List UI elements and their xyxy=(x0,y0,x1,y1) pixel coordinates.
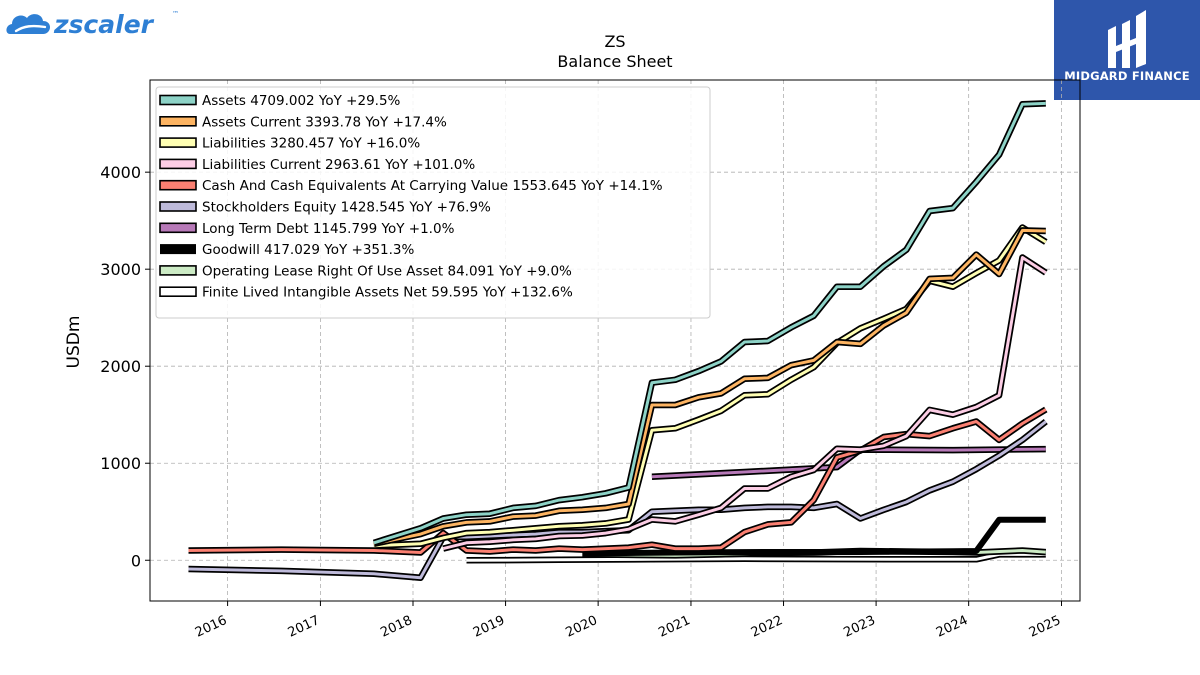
series-line xyxy=(373,228,1046,546)
legend-swatch xyxy=(159,158,197,170)
x-tick-label: 2017 xyxy=(286,613,322,641)
zscaler-logo: zscaler ™ xyxy=(4,4,180,44)
legend-swatch xyxy=(159,94,197,106)
legend-label: Stockholders Equity 1428.545 YoY +76.9% xyxy=(202,200,491,216)
legend-label: Operating Lease Right Of Use Asset 84.09… xyxy=(202,263,572,279)
legend-swatch xyxy=(160,244,196,255)
legend-label: Goodwill 417.029 YoY +351.3% xyxy=(202,242,414,258)
legend-label: Assets 4709.002 YoY +29.5% xyxy=(202,93,401,109)
series-line xyxy=(442,256,1047,551)
y-tick-label: 1000 xyxy=(100,454,141,473)
legend: Assets 4709.002 YoY +29.5% Assets Current… xyxy=(155,86,711,319)
series-line xyxy=(188,408,1047,554)
series-line xyxy=(582,516,1046,557)
legend-label: Finite Lived Intangible Assets Net 59.59… xyxy=(202,285,573,301)
x-tick-label: 2022 xyxy=(749,613,785,641)
series-line xyxy=(373,101,1046,545)
chart-title: ZS xyxy=(604,32,625,51)
y-tick-label: 4000 xyxy=(100,163,141,182)
trademark-text: ™ xyxy=(172,10,179,18)
x-tick-label: 2021 xyxy=(656,613,692,641)
x-tick-label: 2023 xyxy=(841,613,877,641)
y-axis-label: USDm xyxy=(64,316,84,369)
plot-frame xyxy=(149,79,1081,602)
series-line xyxy=(466,552,1046,562)
series-line xyxy=(373,226,1047,548)
legend-swatch xyxy=(159,222,197,234)
legend-swatch xyxy=(159,286,197,298)
y-tick-label: 3000 xyxy=(100,260,141,279)
midgard-finance-logo: MIDGARD FINANCE xyxy=(1054,0,1200,100)
series-line xyxy=(188,420,1047,580)
y-tick-label: 2000 xyxy=(100,357,141,376)
logo-text: zscaler xyxy=(53,10,155,39)
series-layer xyxy=(188,100,1048,581)
x-tick-label: 2016 xyxy=(193,613,229,641)
x-tick-label: 2019 xyxy=(471,613,507,641)
legend-label: Liabilities Current 2963.61 YoY +101.0% xyxy=(202,157,475,173)
legend-label: Cash And Cash Equivalents At Carrying Va… xyxy=(202,178,663,194)
chart-subtitle: Balance Sheet xyxy=(557,52,672,71)
legend-label: Long Term Debt 1145.799 YoY +1.0% xyxy=(202,221,455,237)
legend-box xyxy=(155,86,711,319)
legend-swatch xyxy=(159,137,197,148)
legend-swatch xyxy=(159,179,197,191)
x-tick-label: 2020 xyxy=(563,613,599,641)
x-tick-label: 2025 xyxy=(1027,613,1063,641)
midgard-monogram-icon xyxy=(1108,10,1146,68)
y-tick-label: 0 xyxy=(131,551,141,570)
partner-name: MIDGARD FINANCE xyxy=(1064,69,1190,83)
legend-label: Assets Current 3393.78 YoY +17.4% xyxy=(202,114,447,130)
series-line xyxy=(651,447,1046,479)
x-tick-label: 2024 xyxy=(934,613,970,641)
legend-swatch xyxy=(159,265,197,276)
legend-swatch xyxy=(159,116,197,127)
legend-label: Liabilities 3280.457 YoY +16.0% xyxy=(202,136,420,152)
x-tick-label: 2018 xyxy=(378,613,414,641)
legend-swatch xyxy=(159,201,197,212)
